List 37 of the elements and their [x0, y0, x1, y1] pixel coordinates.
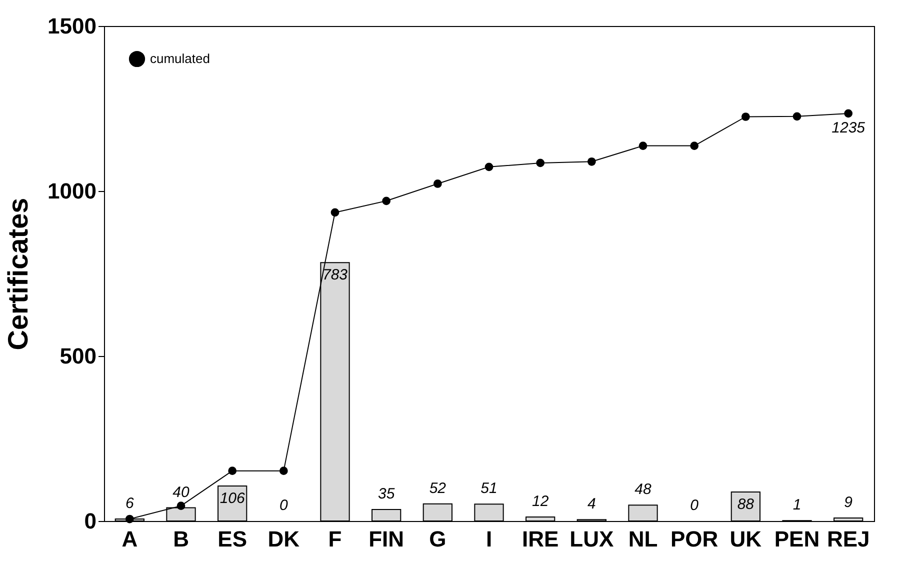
y-tick-label: 0 [84, 508, 96, 534]
y-tick-label: 1000 [48, 178, 96, 204]
data-label: 40 [172, 484, 190, 501]
x-tick-label: ES [218, 526, 248, 552]
data-label: 6 [125, 495, 134, 512]
x-tick-label: I [486, 526, 492, 552]
x-tick-label: REJ [826, 526, 870, 552]
x-tick-label: NL [628, 526, 658, 552]
data-label: 4 [587, 496, 596, 513]
data-label: 48 [634, 481, 652, 498]
legend-label: cumulated [150, 51, 210, 66]
data-label: 106 [220, 490, 246, 508]
data-label: 52 [429, 480, 447, 497]
annotation: 1235 [832, 119, 866, 136]
x-tick-label: B [173, 526, 189, 552]
x-tick-label: A [122, 526, 138, 552]
x-tick-label: F [328, 526, 342, 552]
data-label: 0 [690, 497, 700, 514]
x-tick-label: DK [268, 526, 300, 552]
y-axis-title: Certificates [2, 198, 34, 350]
data-label: 12 [532, 493, 550, 510]
data-label: 1 [792, 496, 802, 514]
x-tick-label: PEN [774, 526, 820, 552]
data-label: 0 [279, 497, 288, 514]
data-label: 88 [737, 496, 755, 513]
y-tick-label: 500 [60, 344, 96, 368]
x-tick-label: POR [670, 526, 718, 552]
x-tick-label: FIN [368, 526, 404, 552]
x-tick-label: IRE [522, 526, 559, 552]
x-tick-label: G [429, 526, 446, 552]
data-label: 783 [322, 266, 348, 284]
data-label: 51 [480, 480, 498, 498]
y-tick-label: 1500 [48, 14, 96, 38]
x-tick-label: UK [730, 526, 762, 552]
data-label: 35 [378, 485, 396, 502]
x-tick-label: LUX [570, 526, 614, 552]
data-label: 9 [844, 494, 854, 512]
